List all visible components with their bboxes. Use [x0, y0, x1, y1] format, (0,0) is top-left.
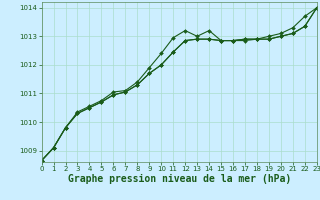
X-axis label: Graphe pression niveau de la mer (hPa): Graphe pression niveau de la mer (hPa): [68, 174, 291, 184]
